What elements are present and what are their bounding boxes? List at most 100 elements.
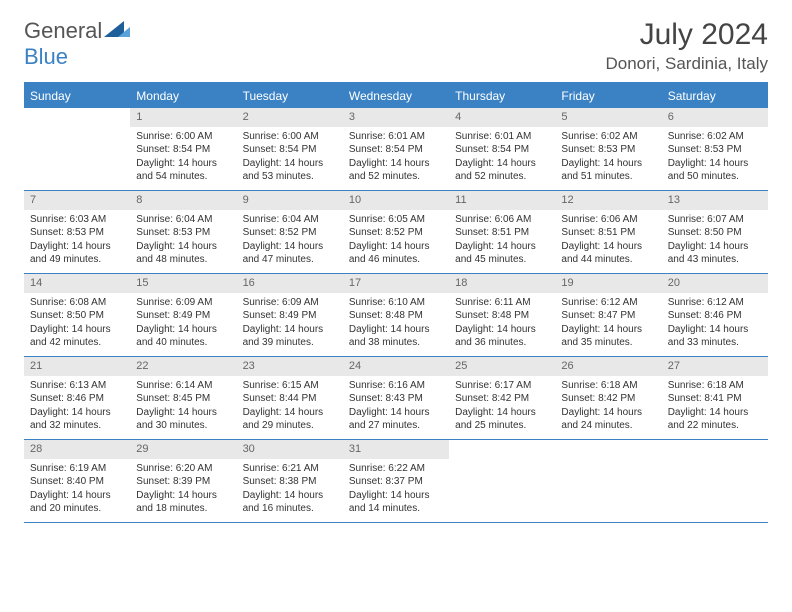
calendar-cell: 18Sunrise: 6:11 AMSunset: 8:48 PMDayligh… [449, 274, 555, 356]
daylight-text: Daylight: 14 hours and 45 minutes. [455, 240, 549, 267]
sunset-text: Sunset: 8:49 PM [136, 309, 230, 323]
sunset-text: Sunset: 8:53 PM [561, 143, 655, 157]
day-number: 19 [555, 274, 661, 293]
day-number: 15 [130, 274, 236, 293]
day-body: Sunrise: 6:02 AMSunset: 8:53 PMDaylight:… [555, 127, 661, 190]
calendar-cell: 4Sunrise: 6:01 AMSunset: 8:54 PMDaylight… [449, 108, 555, 190]
day-body: Sunrise: 6:10 AMSunset: 8:48 PMDaylight:… [343, 293, 449, 356]
daylight-text: Daylight: 14 hours and 44 minutes. [561, 240, 655, 267]
day-number: 22 [130, 357, 236, 376]
day-body: Sunrise: 6:22 AMSunset: 8:37 PMDaylight:… [343, 459, 449, 522]
sunset-text: Sunset: 8:54 PM [455, 143, 549, 157]
weeks-container: 1Sunrise: 6:00 AMSunset: 8:54 PMDaylight… [24, 108, 768, 523]
calendar-cell: 11Sunrise: 6:06 AMSunset: 8:51 PMDayligh… [449, 191, 555, 273]
day-number: 30 [237, 440, 343, 459]
calendar-cell: 31Sunrise: 6:22 AMSunset: 8:37 PMDayligh… [343, 440, 449, 522]
day-body: Sunrise: 6:11 AMSunset: 8:48 PMDaylight:… [449, 293, 555, 356]
day-body: Sunrise: 6:06 AMSunset: 8:51 PMDaylight:… [449, 210, 555, 273]
sunset-text: Sunset: 8:37 PM [349, 475, 443, 489]
daylight-text: Daylight: 14 hours and 47 minutes. [243, 240, 337, 267]
calendar-cell: 3Sunrise: 6:01 AMSunset: 8:54 PMDaylight… [343, 108, 449, 190]
sunrise-text: Sunrise: 6:18 AM [561, 379, 655, 393]
daylight-text: Daylight: 14 hours and 46 minutes. [349, 240, 443, 267]
sunrise-text: Sunrise: 6:07 AM [668, 213, 762, 227]
daylight-text: Daylight: 14 hours and 30 minutes. [136, 406, 230, 433]
day-number: 31 [343, 440, 449, 459]
sunset-text: Sunset: 8:38 PM [243, 475, 337, 489]
calendar-cell [24, 108, 130, 190]
logo-triangle-icon [104, 19, 132, 44]
day-body: Sunrise: 6:12 AMSunset: 8:47 PMDaylight:… [555, 293, 661, 356]
day-number: 13 [662, 191, 768, 210]
sunset-text: Sunset: 8:48 PM [455, 309, 549, 323]
sunrise-text: Sunrise: 6:11 AM [455, 296, 549, 310]
day-body: Sunrise: 6:13 AMSunset: 8:46 PMDaylight:… [24, 376, 130, 439]
sunrise-text: Sunrise: 6:08 AM [30, 296, 124, 310]
sunset-text: Sunset: 8:54 PM [243, 143, 337, 157]
sunset-text: Sunset: 8:52 PM [349, 226, 443, 240]
calendar-cell: 5Sunrise: 6:02 AMSunset: 8:53 PMDaylight… [555, 108, 661, 190]
day-header: Saturday [662, 84, 768, 108]
daylight-text: Daylight: 14 hours and 54 minutes. [136, 157, 230, 184]
sunrise-text: Sunrise: 6:00 AM [136, 130, 230, 144]
day-number: 21 [24, 357, 130, 376]
calendar-cell: 10Sunrise: 6:05 AMSunset: 8:52 PMDayligh… [343, 191, 449, 273]
calendar-cell: 14Sunrise: 6:08 AMSunset: 8:50 PMDayligh… [24, 274, 130, 356]
calendar-cell: 15 Sunrise: 6:09 AMSunset: 8:49 PMDayligh… [130, 274, 236, 356]
sunset-text: Sunset: 8:43 PM [349, 392, 443, 406]
logo-text-general: General [24, 18, 102, 44]
sunset-text: Sunset: 8:40 PM [30, 475, 124, 489]
sunrise-text: Sunrise: 6:09 AM [243, 296, 337, 310]
day-body: Sunrise: 6:16 AMSunset: 8:43 PMDaylight:… [343, 376, 449, 439]
daylight-text: Daylight: 14 hours and 36 minutes. [455, 323, 549, 350]
daylight-text: Daylight: 14 hours and 50 minutes. [668, 157, 762, 184]
day-number: 8 [130, 191, 236, 210]
sunrise-text: Sunrise: 6:04 AM [243, 213, 337, 227]
week-row: 1Sunrise: 6:00 AMSunset: 8:54 PMDaylight… [24, 108, 768, 191]
day-number: 18 [449, 274, 555, 293]
week-row: 21Sunrise: 6:13 AMSunset: 8:46 PMDayligh… [24, 357, 768, 440]
sunset-text: Sunset: 8:47 PM [561, 309, 655, 323]
calendar-cell: 24Sunrise: 6:16 AMSunset: 8:43 PMDayligh… [343, 357, 449, 439]
daylight-text: Daylight: 14 hours and 14 minutes. [349, 489, 443, 516]
calendar-cell: 2Sunrise: 6:00 AMSunset: 8:54 PMDaylight… [237, 108, 343, 190]
daylight-text: Daylight: 14 hours and 52 minutes. [455, 157, 549, 184]
calendar-cell: 19Sunrise: 6:12 AMSunset: 8:47 PMDayligh… [555, 274, 661, 356]
sunrise-text: Sunrise: 6:01 AM [455, 130, 549, 144]
day-body: Sunrise: 6:14 AMSunset: 8:45 PMDaylight:… [130, 376, 236, 439]
day-number: 28 [24, 440, 130, 459]
sunset-text: Sunset: 8:50 PM [668, 226, 762, 240]
calendar-cell: 23Sunrise: 6:15 AMSunset: 8:44 PMDayligh… [237, 357, 343, 439]
day-header: Thursday [449, 84, 555, 108]
daylight-text: Daylight: 14 hours and 40 minutes. [136, 323, 230, 350]
sunrise-text: Sunrise: 6:21 AM [243, 462, 337, 476]
day-number: 14 [24, 274, 130, 293]
location-label: Donori, Sardinia, Italy [605, 54, 768, 74]
calendar-cell: 8Sunrise: 6:04 AMSunset: 8:53 PMDaylight… [130, 191, 236, 273]
day-body: Sunrise: 6:08 AMSunset: 8:50 PMDaylight:… [24, 293, 130, 356]
calendar-cell: 1Sunrise: 6:00 AMSunset: 8:54 PMDaylight… [130, 108, 236, 190]
calendar-cell: 28Sunrise: 6:19 AMSunset: 8:40 PMDayligh… [24, 440, 130, 522]
day-body: Sunrise: 6:07 AMSunset: 8:50 PMDaylight:… [662, 210, 768, 273]
sunrise-text: Sunrise: 6:19 AM [30, 462, 124, 476]
calendar-cell [662, 440, 768, 522]
sunrise-text: Sunrise: 6:02 AM [668, 130, 762, 144]
sunrise-text: Sunrise: 6:04 AM [136, 213, 230, 227]
calendar: SundayMondayTuesdayWednesdayThursdayFrid… [24, 82, 768, 523]
day-header: Tuesday [237, 84, 343, 108]
sunrise-text: Sunrise: 6:12 AM [561, 296, 655, 310]
daylight-text: Daylight: 14 hours and 33 minutes. [668, 323, 762, 350]
day-number: 6 [662, 108, 768, 127]
sunrise-text: Sunrise: 6:14 AM [136, 379, 230, 393]
daylight-text: Daylight: 14 hours and 49 minutes. [30, 240, 124, 267]
calendar-cell: 21Sunrise: 6:13 AMSunset: 8:46 PMDayligh… [24, 357, 130, 439]
day-headers-row: SundayMondayTuesdayWednesdayThursdayFrid… [24, 84, 768, 108]
sunrise-text: Sunrise: 6:10 AM [349, 296, 443, 310]
sunrise-text: Sunrise: 6:01 AM [349, 130, 443, 144]
sunrise-text: Sunrise: 6:09 AM [136, 296, 230, 310]
sunset-text: Sunset: 8:46 PM [30, 392, 124, 406]
day-body: Sunrise: 6:02 AMSunset: 8:53 PMDaylight:… [662, 127, 768, 190]
calendar-cell: 30Sunrise: 6:21 AMSunset: 8:38 PMDayligh… [237, 440, 343, 522]
calendar-cell: 29Sunrise: 6:20 AMSunset: 8:39 PMDayligh… [130, 440, 236, 522]
calendar-cell [449, 440, 555, 522]
